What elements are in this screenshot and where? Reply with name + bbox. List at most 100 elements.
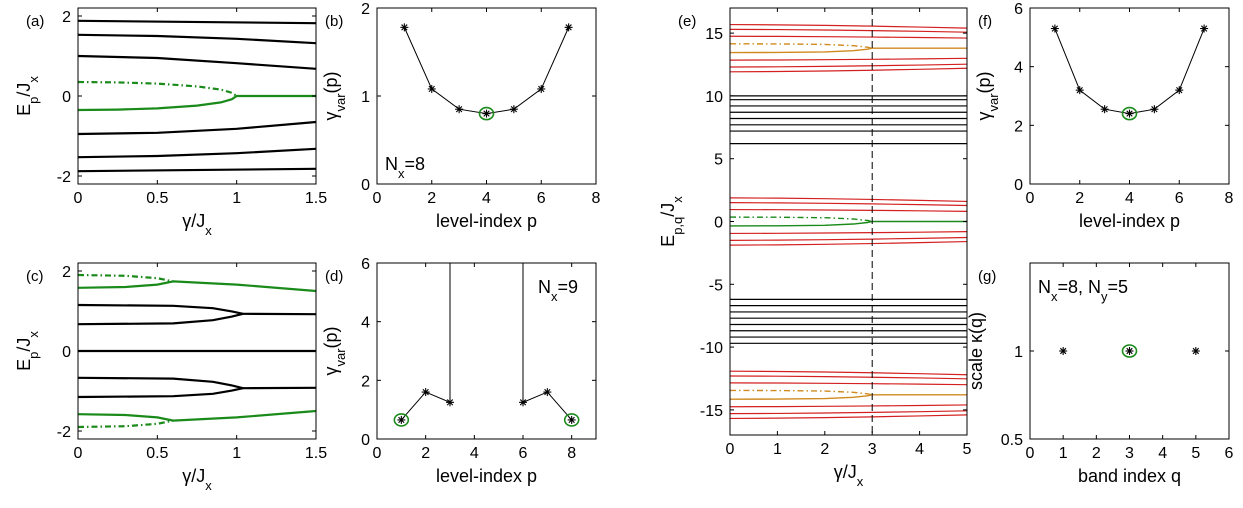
panel-b: 0 2 4 6 8 0 1 2 (b) γvar(p) level-index p Nx=8 xyxy=(321,1,601,231)
y-tick-label: 6 xyxy=(361,256,370,273)
y-tick-label: 1 xyxy=(1014,344,1023,361)
x-tick-label: 1 xyxy=(232,190,241,207)
plot-area xyxy=(400,23,573,121)
y-axis-label: Ep/Jx xyxy=(14,331,41,371)
band-level-line xyxy=(730,240,967,246)
data-point xyxy=(400,23,409,32)
band-level-line xyxy=(730,57,967,61)
y-tick-label: -5 xyxy=(709,277,723,294)
x-tick-label: 4 xyxy=(1158,445,1167,462)
data-point xyxy=(567,415,576,424)
x-axis-label: level-index p xyxy=(436,466,537,486)
data-point xyxy=(421,388,430,397)
band-level-line xyxy=(730,410,967,415)
band-level-line xyxy=(730,202,967,207)
series-line xyxy=(78,54,316,70)
band-level-line xyxy=(730,23,967,29)
panel-label: (a) xyxy=(26,13,44,30)
x-tick-label: 4 xyxy=(482,190,491,207)
band-level-line xyxy=(730,382,967,386)
x-tick-label: 0 xyxy=(373,190,382,207)
pair-solid-line xyxy=(730,47,967,54)
data-point xyxy=(427,84,436,93)
x-tick-label: 1 xyxy=(773,441,782,458)
x-tick-label: 6 xyxy=(1225,445,1234,462)
y-axis-label: Ep/Jx xyxy=(14,76,41,116)
y-tick-label: 2 xyxy=(361,1,370,18)
x-tick-label: 1.5 xyxy=(305,445,327,462)
series-line xyxy=(78,303,244,315)
series-line xyxy=(1054,28,1205,115)
plot-area xyxy=(1059,344,1200,358)
panel-label: (f) xyxy=(978,13,992,30)
highlight-circle xyxy=(1121,344,1138,358)
y-tick-label: 5 xyxy=(714,152,723,169)
series-line xyxy=(78,167,316,173)
series-line xyxy=(78,376,244,390)
x-tick-label: 4 xyxy=(470,445,479,462)
panel-label: (g) xyxy=(978,268,996,285)
y-tick-label: 0 xyxy=(62,344,71,361)
highlight-circle xyxy=(393,413,410,427)
series-line xyxy=(78,94,316,112)
data-point xyxy=(1200,24,1209,33)
x-tick-label: 2 xyxy=(427,190,436,207)
x-axis-label: γ/Jx xyxy=(182,211,212,238)
x-tick-label: 5 xyxy=(1191,445,1200,462)
data-point xyxy=(543,388,552,397)
highlight-circle xyxy=(478,106,495,121)
data-point xyxy=(1100,105,1109,114)
data-point xyxy=(537,84,546,93)
x-axis-label: band index q xyxy=(1078,466,1181,486)
x-tick-label: 0 xyxy=(1026,445,1035,462)
data-point xyxy=(519,398,527,407)
data-point xyxy=(1059,347,1068,355)
data-point xyxy=(1175,86,1184,95)
x-tick-label: 8 xyxy=(1225,190,1234,207)
plot-area xyxy=(1050,24,1209,121)
x-tick-label: 3 xyxy=(1125,445,1134,462)
x-tick-label: 6 xyxy=(519,445,528,462)
x-tick-label: 2 xyxy=(421,445,430,462)
band-level-line xyxy=(730,231,967,235)
x-tick-label: 8 xyxy=(567,445,576,462)
series-line xyxy=(78,80,238,97)
panel-e: 0 1 2 3 4 5 -15 -10 -5 0 5 10 15 (e) Ep,q/Jx γ/Jx xyxy=(658,7,972,489)
pair-dashdot-line xyxy=(730,216,873,223)
pair-dashdot-line xyxy=(730,43,873,49)
y-axis-label: Ep,q/Jx xyxy=(658,196,685,247)
series-line xyxy=(78,273,174,283)
band-level-line xyxy=(730,370,967,376)
data-point xyxy=(1050,24,1059,33)
pair-dashdot-line xyxy=(730,389,873,396)
x-tick-label: 6 xyxy=(537,190,546,207)
annotation: Nx=8 xyxy=(385,154,425,181)
x-tick-label: 0 xyxy=(373,445,382,462)
x-tick-label: 2 xyxy=(1092,445,1101,462)
data-point xyxy=(509,105,518,114)
y-tick-label: 2 xyxy=(361,373,370,390)
series-line xyxy=(522,263,573,421)
plot-area xyxy=(78,19,316,173)
band-level-line xyxy=(730,375,967,380)
series-line xyxy=(403,27,570,115)
y-tick-label: 0 xyxy=(714,215,723,232)
axes-frame xyxy=(1029,7,1230,185)
data-point xyxy=(1191,347,1200,355)
series-line xyxy=(78,33,316,45)
series-line xyxy=(78,19,316,25)
y-axis-label: scale κ(q) xyxy=(966,312,986,390)
panel-label: (c) xyxy=(26,268,44,285)
data-point xyxy=(1075,86,1084,95)
panel-c: 0 0.5 1 1.5-202(c)Ep/Jxγ/Jx xyxy=(14,262,327,493)
data-point xyxy=(1150,105,1159,114)
series-line xyxy=(78,312,244,326)
x-tick-label: 0.5 xyxy=(146,445,168,462)
x-tick-label: 2 xyxy=(820,441,829,458)
band-level-line xyxy=(730,414,967,420)
y-tick-label: 4 xyxy=(361,315,370,332)
band-level-line xyxy=(730,404,967,408)
band-level-line xyxy=(730,67,967,73)
y-tick-label: 4 xyxy=(1014,60,1023,77)
y-tick-label: 2 xyxy=(62,264,71,281)
